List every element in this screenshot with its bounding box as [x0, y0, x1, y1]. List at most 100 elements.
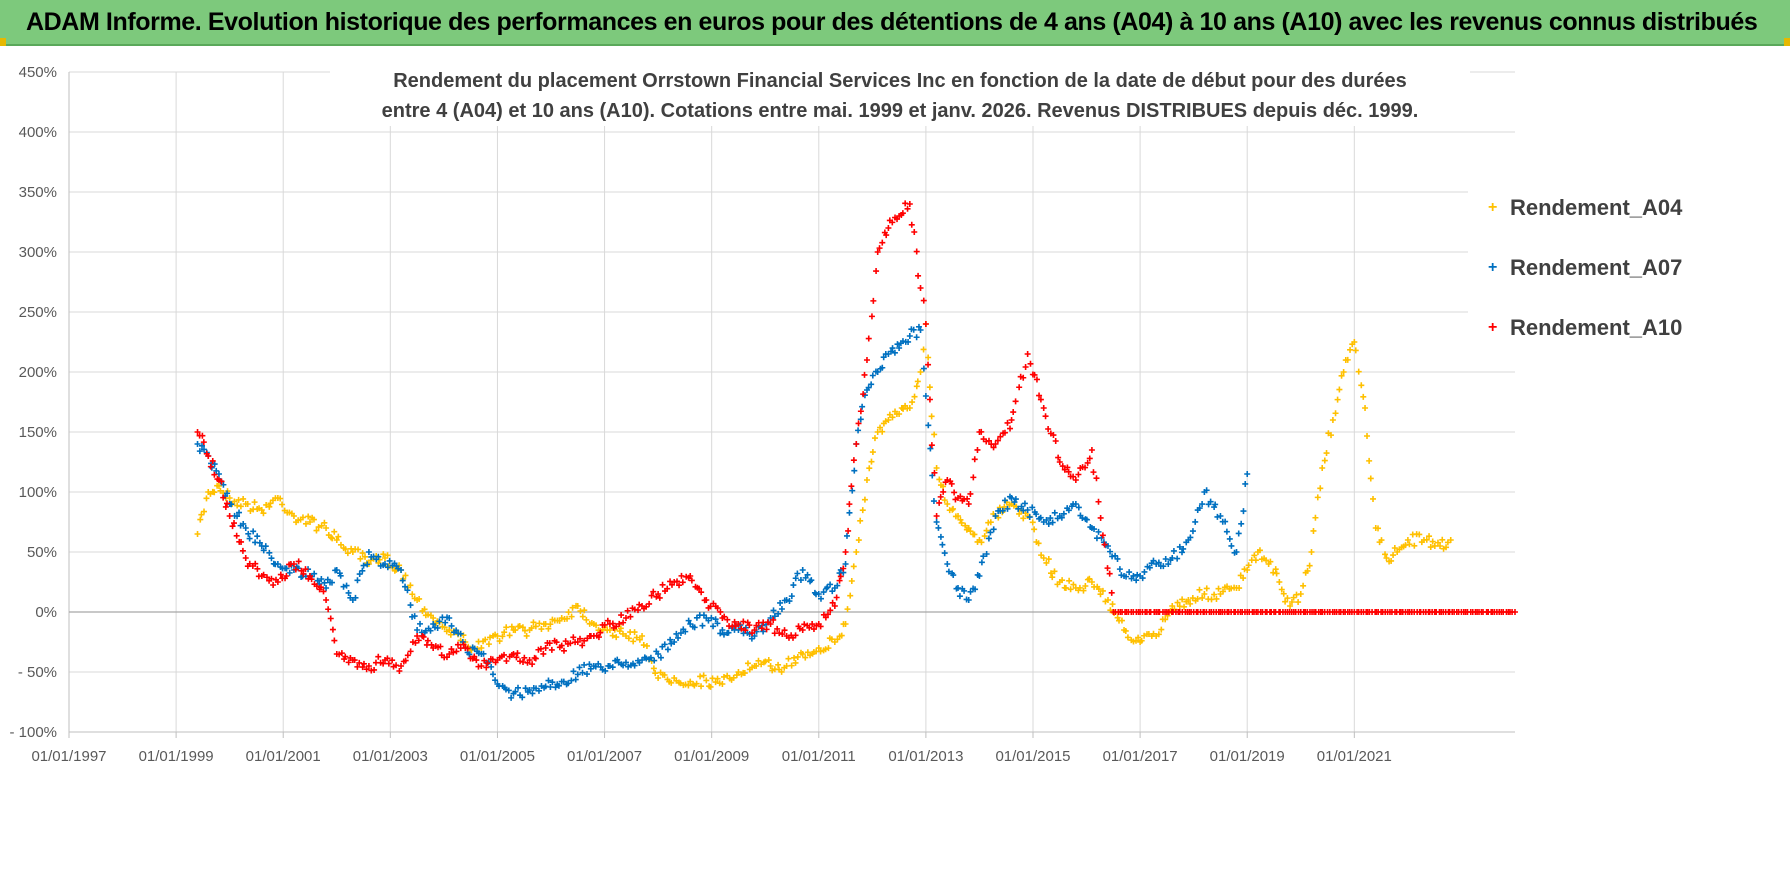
data-point [234, 502, 241, 509]
data-point [577, 635, 584, 642]
data-point [1321, 457, 1328, 464]
data-point [260, 510, 267, 517]
data-point [987, 529, 994, 536]
data-point [1336, 386, 1343, 393]
data-point [775, 610, 782, 617]
data-point [980, 553, 987, 560]
data-point [926, 384, 933, 391]
data-point [1079, 515, 1086, 522]
data-point [720, 673, 727, 680]
data-point [760, 628, 767, 635]
data-point [1022, 363, 1029, 370]
data-point [548, 646, 555, 653]
data-point [274, 561, 281, 567]
data-point [416, 595, 423, 602]
data-point [427, 627, 434, 634]
data-point [1362, 405, 1369, 411]
data-point [352, 594, 359, 601]
data-point [203, 495, 210, 502]
y-tick-label: 50% [27, 544, 57, 561]
data-point [1033, 376, 1040, 383]
data-point [545, 677, 552, 684]
data-point [1203, 487, 1210, 494]
data-point [1364, 433, 1371, 440]
data-point [1052, 437, 1059, 444]
data-point [699, 622, 706, 629]
data-point [513, 654, 520, 661]
data-point [1332, 410, 1339, 417]
data-point [630, 638, 637, 645]
data-point [971, 531, 978, 538]
data-point [239, 547, 246, 554]
data-point [655, 651, 662, 657]
data-point [581, 607, 588, 614]
data-point [842, 621, 849, 627]
data-point [837, 573, 844, 580]
data-point [965, 525, 972, 531]
data-point [481, 657, 488, 664]
data-point [471, 653, 478, 660]
data-point [920, 365, 927, 372]
chart-title-line-2: entre 4 (A04) et 10 ans (A10). Cotations… [381, 100, 1419, 122]
data-point [827, 581, 834, 588]
data-point [721, 613, 728, 620]
data-point [1095, 528, 1102, 535]
data-point [783, 597, 790, 603]
data-point [1024, 507, 1031, 513]
data-point [526, 687, 533, 693]
data-point [817, 648, 824, 655]
y-tick-label: 300% [19, 244, 57, 261]
data-point [1437, 543, 1444, 549]
data-point [861, 496, 868, 503]
data-point [778, 668, 785, 675]
data-point [879, 428, 886, 435]
data-point [211, 461, 218, 468]
data-point [1272, 566, 1279, 573]
data-point [631, 629, 638, 636]
data-point [386, 557, 393, 564]
data-point [323, 597, 330, 603]
data-point [579, 642, 586, 649]
data-point [1114, 614, 1121, 621]
data-point [396, 668, 403, 674]
data-point [1138, 637, 1145, 644]
data-point [687, 573, 694, 579]
data-point [1122, 627, 1129, 634]
data-point [244, 500, 251, 507]
data-point [1217, 513, 1224, 519]
data-point [194, 531, 201, 537]
data-point [1347, 346, 1354, 353]
legend-entry-a04: + Rendement_A04 [1488, 188, 1682, 228]
data-point [446, 627, 453, 633]
data-point [965, 501, 972, 507]
series-Rendement_A04 [194, 321, 1454, 690]
data-point [1104, 565, 1111, 572]
data-point [384, 655, 391, 662]
data-point [838, 632, 845, 639]
data-point [920, 346, 927, 353]
legend-marker-a04: + [1488, 199, 1498, 216]
data-point [967, 588, 974, 595]
data-point [933, 465, 940, 471]
data-point [801, 621, 808, 628]
data-point [256, 539, 263, 546]
data-point [501, 651, 508, 658]
data-point [931, 469, 938, 476]
data-point [1223, 528, 1230, 535]
data-point [1308, 549, 1315, 555]
data-point [974, 446, 981, 453]
data-point [650, 665, 657, 672]
data-point [1404, 537, 1411, 543]
data-point [806, 624, 813, 631]
data-point [213, 467, 220, 474]
data-point [577, 608, 584, 615]
data-point [343, 582, 350, 589]
data-point [450, 649, 457, 656]
data-point [1201, 591, 1208, 597]
data-point [448, 622, 455, 629]
data-point [1065, 468, 1072, 475]
data-point [325, 606, 332, 613]
data-point [617, 625, 624, 632]
data-point [1370, 495, 1377, 502]
data-point [1064, 464, 1071, 471]
